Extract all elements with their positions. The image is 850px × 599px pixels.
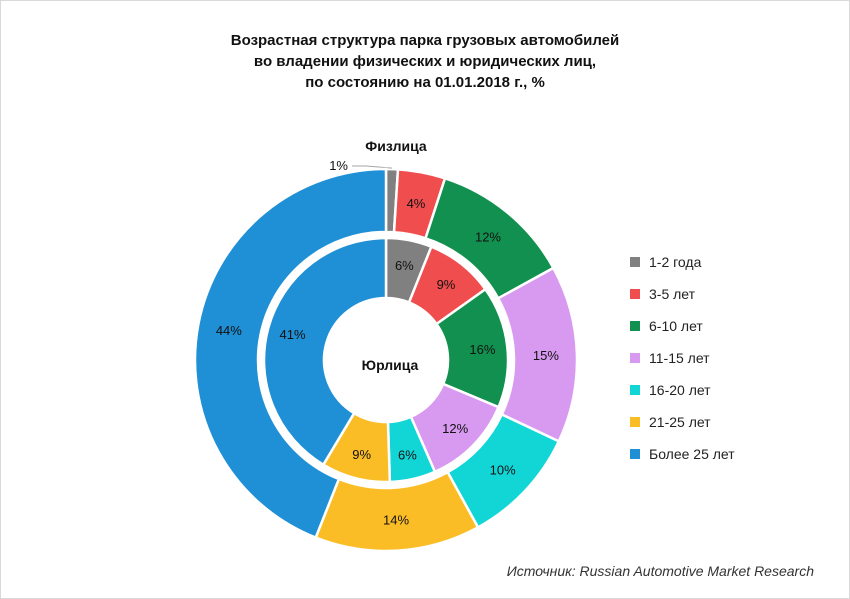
legend: 1-2 года 3-5 лет 6-10 лет 11-15 лет 16-2…	[630, 246, 735, 470]
outer-label-11-15: 15%	[533, 348, 559, 363]
legend-swatch-11-15	[630, 353, 640, 363]
legend-label-16-20: 16-20 лет	[649, 382, 711, 398]
legend-swatch-16-20	[630, 385, 640, 395]
inner-label-1-2: 6%	[395, 258, 414, 273]
inner-ring-name: Юрлица	[362, 357, 419, 373]
legend-label-25-plus: Более 25 лет	[649, 446, 735, 462]
legend-swatch-21-25	[630, 417, 640, 427]
outer-slice-25-plus	[193, 167, 388, 540]
legend-item-16-20: 16-20 лет	[630, 374, 735, 406]
outer-label-6-10: 12%	[475, 230, 501, 245]
title-line-3: по состоянию на 01.01.2018 г., %	[305, 74, 545, 91]
outer-label-16-20: 10%	[490, 463, 516, 478]
legend-swatch-25-plus	[630, 449, 640, 459]
source-note: Источник: Russian Automotive Market Rese…	[506, 563, 814, 579]
legend-swatch-1-2	[630, 257, 640, 267]
legend-item-1-2: 1-2 года	[630, 246, 735, 278]
legend-item-3-5: 3-5 лет	[630, 278, 735, 310]
outer-label-21-25: 14%	[383, 513, 409, 528]
legend-label-6-10: 6-10 лет	[649, 318, 703, 334]
inner-label-16-20: 6%	[398, 448, 417, 463]
legend-item-6-10: 6-10 лет	[630, 310, 735, 342]
outer-ring-name: Физлица	[365, 138, 427, 154]
inner-slice-25-plus	[262, 236, 388, 467]
title-line-2: во владении физических и юридических лиц…	[253, 53, 597, 70]
inner-label-6-10: 16%	[469, 342, 495, 357]
outer-label-3-5: 4%	[407, 196, 426, 211]
title-line-1: Возрастная структура парка грузовых авто…	[230, 32, 620, 49]
inner-label-11-15: 12%	[442, 421, 468, 436]
inner-label-3-5: 9%	[437, 277, 456, 292]
outer-label-1-2: 1%	[329, 158, 348, 173]
legend-label-3-5: 3-5 лет	[649, 286, 696, 302]
legend-item-21-25: 21-25 лет	[630, 406, 735, 438]
legend-label-21-25: 21-25 лет	[649, 414, 711, 430]
outer-label-25-plus: 44%	[216, 323, 242, 338]
legend-swatch-6-10	[630, 321, 640, 331]
outer-slice-21-25	[314, 470, 480, 553]
inner-label-21-25: 9%	[352, 447, 371, 462]
outer-leader-line-1-2	[352, 165, 393, 169]
legend-swatch-3-5	[630, 289, 640, 299]
inner-label-25-plus: 41%	[279, 327, 305, 342]
legend-label-11-15: 11-15 лет	[649, 350, 710, 366]
chart-title: Возрастная структура парка грузовых авто…	[0, 30, 850, 93]
legend-item-11-15: 11-15 лет	[630, 342, 735, 374]
legend-item-25-plus: Более 25 лет	[630, 438, 735, 470]
legend-label-1-2: 1-2 года	[649, 254, 702, 270]
